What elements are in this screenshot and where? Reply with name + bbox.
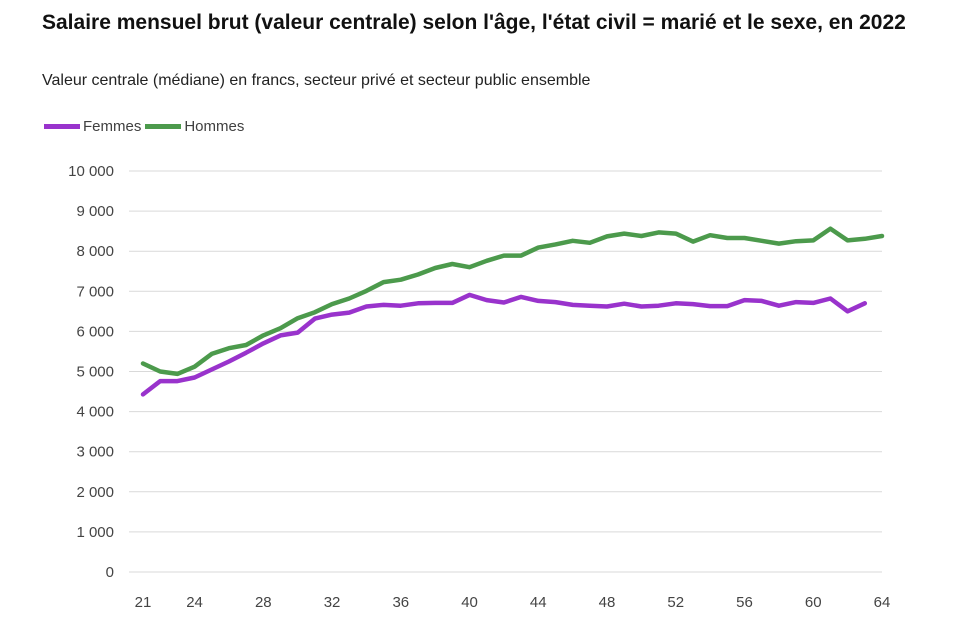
y-tick-labels: 0 1 000 2 000 3 000 4 000 5 000 6 000 7 000 8 00…: [68, 163, 114, 581]
x-tick-label: 28: [255, 594, 272, 611]
series-layer: [140, 226, 885, 397]
y-tick-label: 7 000: [76, 283, 114, 300]
series-line-hommes: [140, 226, 885, 377]
x-tick-label: 21: [135, 594, 152, 611]
x-tick-label: 36: [392, 594, 409, 611]
legend-label-hommes: Hommes: [184, 118, 245, 135]
legend-item-hommes: Hommes: [145, 118, 244, 135]
x-tick-labels: 21 24 28 32 36 40 44 48 52 56 60 64: [135, 594, 891, 611]
legend-swatch-hommes: [145, 124, 182, 129]
chart-title: Salaire mensuel brut (valeur centrale) s…: [42, 11, 906, 34]
x-tick-label: 52: [667, 594, 684, 611]
y-tick-label: 8 000: [76, 243, 114, 260]
x-tick-label: 40: [461, 594, 478, 611]
y-tick-label: 1 000: [76, 524, 114, 541]
x-tick-label: 32: [324, 594, 341, 611]
chart-subtitle: Valeur centrale (médiane) en francs, sec…: [42, 72, 591, 89]
legend-swatch-femmes: [44, 124, 80, 129]
y-tick-label: 6 000: [76, 323, 114, 340]
x-tick-label: 48: [599, 594, 616, 611]
y-tick-label: 9 000: [76, 203, 114, 220]
x-tick-label: 56: [736, 594, 753, 611]
y-tick-label: 2 000: [76, 484, 114, 501]
legend: Femmes Hommes: [44, 118, 248, 135]
y-tick-label: 5 000: [76, 364, 114, 381]
grid-layer: [129, 170, 882, 573]
y-tick-label: 0: [106, 564, 114, 581]
x-tick-label: 64: [874, 594, 891, 611]
x-tick-label: 60: [805, 594, 822, 611]
y-tick-label: 10 000: [68, 163, 114, 180]
legend-item-femmes: Femmes: [44, 118, 141, 135]
legend-label-femmes: Femmes: [83, 118, 142, 135]
y-tick-label: 3 000: [76, 444, 114, 461]
x-tick-label: 44: [530, 594, 547, 611]
x-tick-label: 24: [186, 594, 203, 611]
series-line-femmes: [140, 292, 868, 397]
y-tick-label: 4 000: [76, 404, 114, 421]
